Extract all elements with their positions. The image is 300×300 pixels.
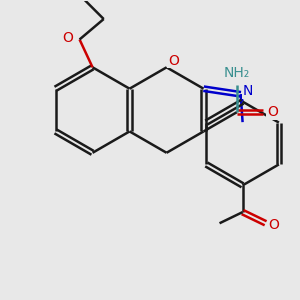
Text: O: O (62, 31, 73, 45)
Text: O: O (168, 54, 179, 68)
Text: NH₂: NH₂ (224, 67, 250, 80)
Text: O: O (267, 105, 278, 119)
Text: N: N (242, 84, 253, 98)
Text: O: O (268, 218, 279, 232)
